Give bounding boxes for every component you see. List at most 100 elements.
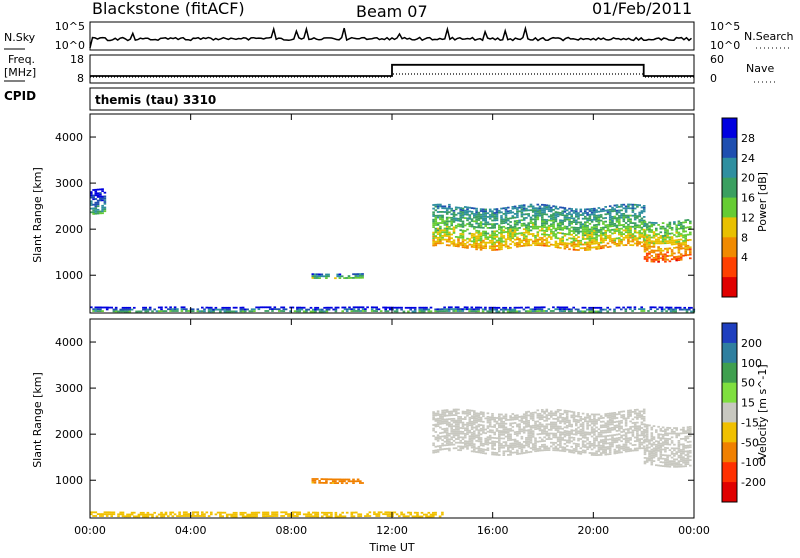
heatmap-cell [486,419,490,422]
heatmap-cell [568,233,571,236]
heatmap-cell [296,310,299,313]
heatmap-cell [488,227,492,229]
heatmap-cell [581,238,585,240]
heatmap-cell [643,453,647,456]
heatmap-cell [689,446,692,449]
heatmap-cell [527,420,530,422]
heatmap-cell [661,227,665,230]
heatmap-cell [500,424,503,427]
heatmap-cell [590,428,594,430]
heatmap-cell [595,310,598,313]
heatmap-cell [239,511,243,514]
heatmap-cell [511,426,515,428]
heatmap-cell [300,306,304,309]
heatmap-cell [547,412,551,415]
heatmap-cell [495,437,499,440]
heatmap-cell [636,204,639,206]
heatmap-cell [511,226,515,229]
heatmap-cell [162,513,166,516]
heatmap-cell [504,422,508,425]
heatmap-cell [135,515,138,518]
heatmap-cell [313,479,317,482]
heatmap-cell [657,457,660,460]
nsearch-tick-top: 10^5 [710,20,740,33]
heatmap-cell [597,454,601,456]
heatmap-cell [650,245,654,248]
heatmap-cell [618,215,621,217]
heatmap-cell [606,242,610,245]
heatmap-cell [439,227,442,230]
heatmap-cell [522,228,526,231]
heatmap-cell [352,515,356,518]
heatmap-cell [563,210,567,213]
heatmap-cell [112,310,116,313]
heatmap-cell [624,205,628,208]
heatmap-cell [584,221,587,224]
heatmap-cell [488,425,492,428]
heatmap-cell [633,449,637,452]
heatmap-cell [669,308,673,311]
heatmap-cell [638,445,641,448]
heatmap-cell [559,206,562,209]
heatmap-cell [101,195,104,198]
heatmap-cell [493,219,496,222]
heatmap-cell [588,215,592,218]
heatmap-cell [554,227,558,230]
heatmap-cell [214,308,218,311]
heatmap-cell [602,223,605,225]
heatmap-cell [404,306,408,309]
heatmap-cell [599,208,603,211]
heatmap-cell [470,233,474,235]
heatmap-cell [101,197,104,200]
heatmap-cell [640,212,644,214]
heatmap-cell [470,244,474,246]
heatmap-cell [520,232,524,234]
heatmap-cell [633,216,637,219]
heatmap-cell [361,308,365,310]
heatmap-cell [434,222,438,225]
heatmap-cell [577,228,580,231]
heatmap-cell [482,424,485,427]
heatmap-cell [565,448,569,451]
heatmap-cell [364,308,367,310]
heatmap-cell [679,463,683,466]
heatmap-cell [384,308,387,311]
heatmap-cell [518,210,521,213]
heatmap-cell [572,248,576,251]
heatmap-cell [686,461,690,464]
heatmap-cell [502,310,505,313]
heatmap-cell [652,425,656,427]
heatmap-cell [498,211,501,214]
heatmap-cell [373,513,376,515]
heatmap-cell [675,241,678,243]
heatmap-cell [160,308,163,311]
heatmap-cell [538,229,542,232]
heatmap-cell [543,244,546,247]
heatmap-cell [570,308,573,311]
heatmap-cell [457,438,460,440]
heatmap-cell [538,209,542,212]
heatmap-cell [541,215,544,217]
heatmap-cell [524,306,528,309]
heatmap-cell [509,224,512,227]
heatmap-cell [509,235,512,238]
heatmap-cell [613,237,617,240]
heatmap-cell [645,236,649,238]
heatmap-cell [516,208,519,211]
heatmap-cell [586,219,589,222]
heatmap-cell [615,417,619,419]
heatmap-cell [661,454,665,456]
heatmap-cell [103,199,107,201]
heatmap-cell [441,235,444,237]
heatmap-cell [661,433,665,436]
heatmap-cell [500,422,503,425]
heatmap-cell [590,232,594,234]
heatmap-cell [314,511,317,514]
heatmap-cell [672,308,675,311]
heatmap-cell [563,419,567,421]
heatmap-cell [468,418,472,421]
heatmap-cell [684,226,687,229]
heatmap-cell [590,306,594,309]
heatmap-cell [559,221,562,223]
heatmap-cell [135,310,138,313]
